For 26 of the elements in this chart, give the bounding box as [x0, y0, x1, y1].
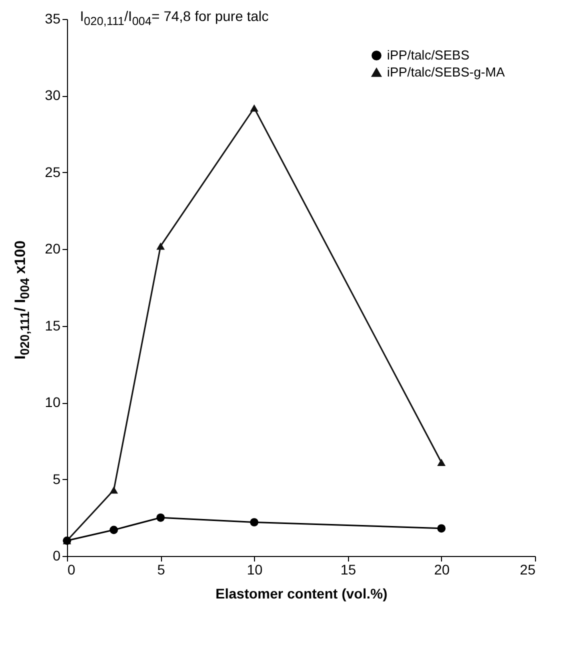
y-tick-label: 20	[44, 240, 61, 257]
y-tick-label: 35	[44, 10, 61, 26]
point	[156, 242, 165, 250]
x-tick-label: 10	[246, 562, 263, 578]
y-tick-label: 10	[44, 394, 61, 410]
point	[156, 513, 165, 522]
y-tick-label: 15	[44, 317, 61, 334]
x-tick-label: 15	[340, 562, 356, 578]
x-axis-title: Elastomer content (vol.%)	[216, 586, 388, 602]
point	[110, 526, 118, 534]
point	[250, 104, 258, 112]
point	[110, 486, 118, 494]
point	[437, 458, 446, 466]
x-tick-label: 25	[520, 562, 536, 578]
point	[250, 518, 258, 526]
x-tick-label: 0	[68, 562, 76, 578]
x-tick-label: 5	[157, 562, 166, 578]
y-tick-label: 30	[44, 87, 61, 104]
x-tick-label: 20	[434, 562, 450, 578]
y-tick-label: 0	[52, 548, 61, 564]
legend-label: iPP/talc/SEBS-g-MA	[387, 64, 506, 80]
point	[437, 524, 446, 533]
legend-label: iPP/talc/SEBS	[387, 48, 470, 62]
y-tick-label: 25	[44, 164, 61, 180]
y-tick-label: 5	[52, 470, 61, 487]
annotation: I$_{020,111}$/I$_{004}$= 74,8 for pure talc	[80, 8, 269, 28]
